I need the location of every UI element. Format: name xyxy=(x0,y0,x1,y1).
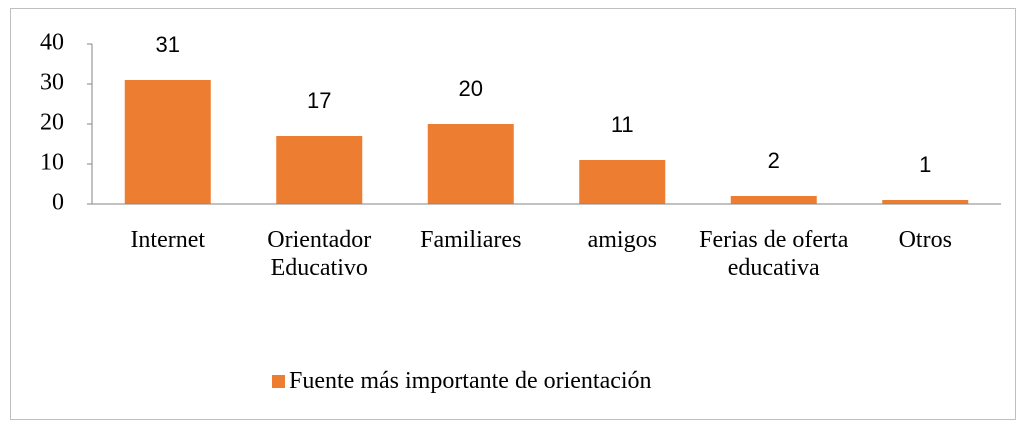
data-label: 2 xyxy=(768,148,780,173)
x-tick-label: Internet xyxy=(130,227,206,253)
bar xyxy=(882,200,969,204)
bar xyxy=(730,196,817,204)
chart-border xyxy=(10,8,1016,420)
data-label: 17 xyxy=(307,88,331,113)
legend-label: Fuente más importante de orientación xyxy=(289,368,652,394)
bar xyxy=(579,160,666,204)
x-tick-label: Ferias de oferta educativa xyxy=(699,227,849,281)
y-tick-label: 30 xyxy=(40,70,64,96)
bar xyxy=(124,80,211,204)
y-tick-label: 40 xyxy=(40,30,64,56)
bar xyxy=(276,136,363,204)
bar xyxy=(427,124,514,204)
x-tick-label: Familiares xyxy=(420,227,522,253)
x-tick-label: Orientador Educativo xyxy=(267,227,372,281)
x-tick-label: amigos xyxy=(587,227,657,253)
y-tick-label: 0 xyxy=(52,190,64,216)
data-label: 31 xyxy=(156,32,180,57)
data-label: 11 xyxy=(611,112,634,137)
y-tick-label: 20 xyxy=(40,110,64,136)
y-tick-label: 10 xyxy=(40,150,64,176)
data-label: 1 xyxy=(919,152,931,177)
legend-swatch xyxy=(272,375,285,388)
data-label: 20 xyxy=(459,76,483,101)
x-tick-label: Otros xyxy=(898,227,952,253)
